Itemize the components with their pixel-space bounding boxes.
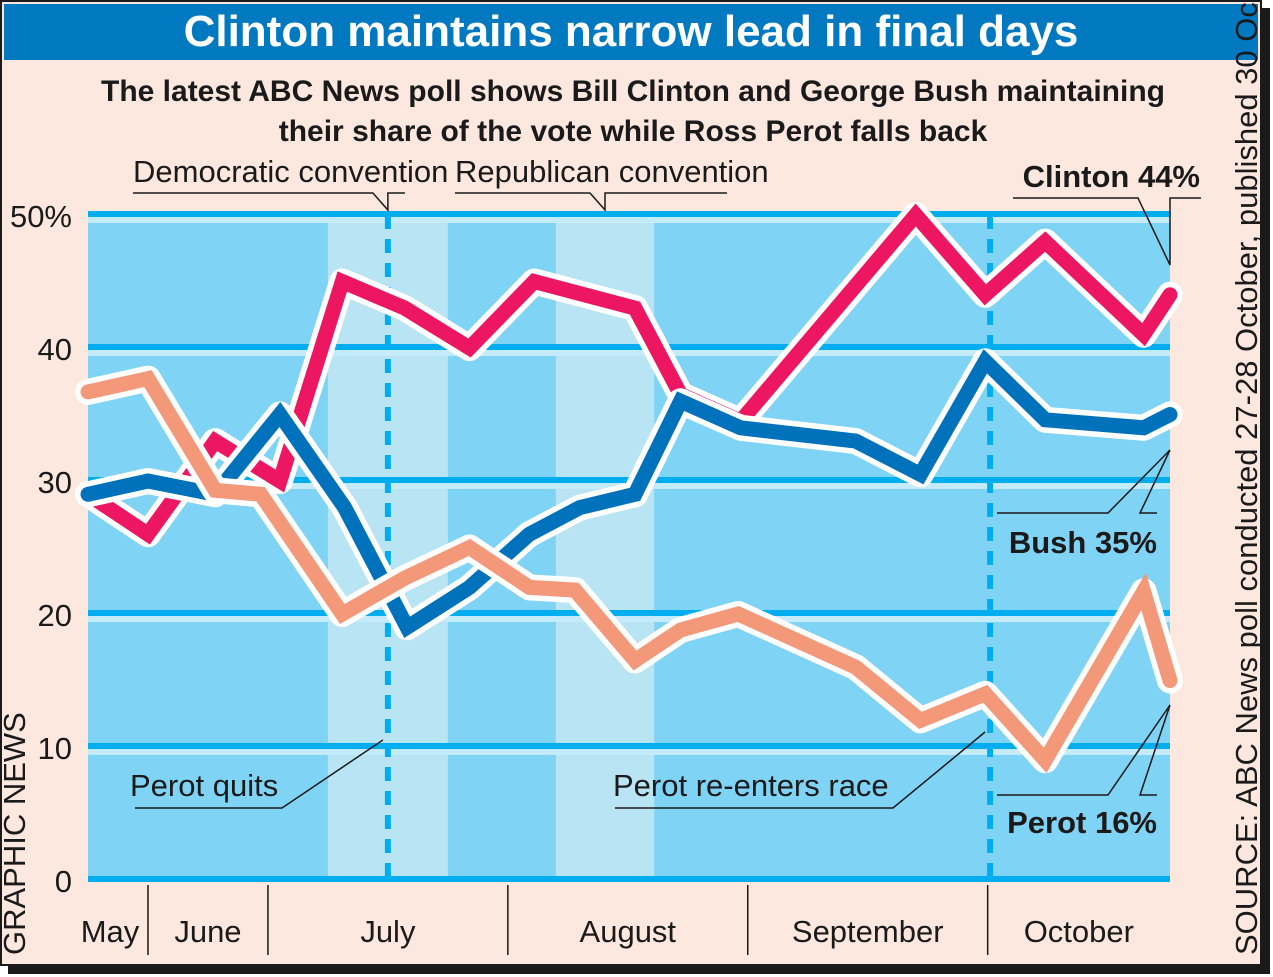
clinton-pointer xyxy=(1013,197,1201,266)
perot-pointer xyxy=(997,704,1171,796)
series-line-perot xyxy=(80,370,1178,773)
gridline xyxy=(88,211,1170,217)
chart-subtitle: The latest ABC News poll shows Bill Clin… xyxy=(2,72,1264,152)
gridline-highlight xyxy=(88,749,1170,755)
event-pointer xyxy=(615,731,986,809)
x-month-label: June xyxy=(174,914,241,949)
gridline-highlight xyxy=(88,616,1170,622)
y-tick-label: 20 xyxy=(38,598,72,633)
chart-title: Clinton maintains narrow lead in final d… xyxy=(4,4,1258,60)
gridline xyxy=(88,743,1170,749)
subtitle-line-1: The latest ABC News poll shows Bill Clin… xyxy=(101,75,1165,108)
y-tick-label: 10 xyxy=(38,731,72,766)
gridline-highlight xyxy=(88,350,1170,356)
source-note: SOURCE: ABC News poll conducted 27-28 Oc… xyxy=(1229,0,1264,955)
y-tick-label: 50% xyxy=(10,199,72,234)
convention-pointer xyxy=(133,192,405,212)
subtitle-line-2: their share of the vote while Ross Perot… xyxy=(278,115,988,148)
bush-pointer xyxy=(997,449,1171,514)
gridline xyxy=(88,610,1170,616)
x-month-label: September xyxy=(792,914,944,949)
end-label-perot: Perot 16% xyxy=(1007,805,1157,840)
convention-label: Democratic convention xyxy=(133,154,448,189)
convention-label: Republican convention xyxy=(455,154,769,189)
event-pointer xyxy=(135,739,384,809)
end-label-clinton: Clinton 44% xyxy=(1023,159,1200,194)
x-month-label: October xyxy=(1024,914,1134,949)
gridline-highlight xyxy=(88,217,1170,223)
series-line-bush xyxy=(80,349,1178,639)
y-tick-label: 40 xyxy=(38,332,72,367)
gridline xyxy=(88,344,1170,350)
convention-pointer xyxy=(455,192,727,212)
y-tick-label: 30 xyxy=(38,465,72,500)
y-tick-label: 0 xyxy=(55,864,72,899)
x-month-label: May xyxy=(81,914,140,949)
graphic-news-credit: GRAPHIC NEWS xyxy=(0,712,32,955)
event-label: Perot quits xyxy=(130,768,278,803)
gridline xyxy=(88,876,1170,882)
x-month-label: July xyxy=(360,914,416,949)
x-month-label: August xyxy=(580,914,677,949)
event-label: Perot re-enters race xyxy=(613,768,889,803)
end-label-bush: Bush 35% xyxy=(1009,525,1157,560)
